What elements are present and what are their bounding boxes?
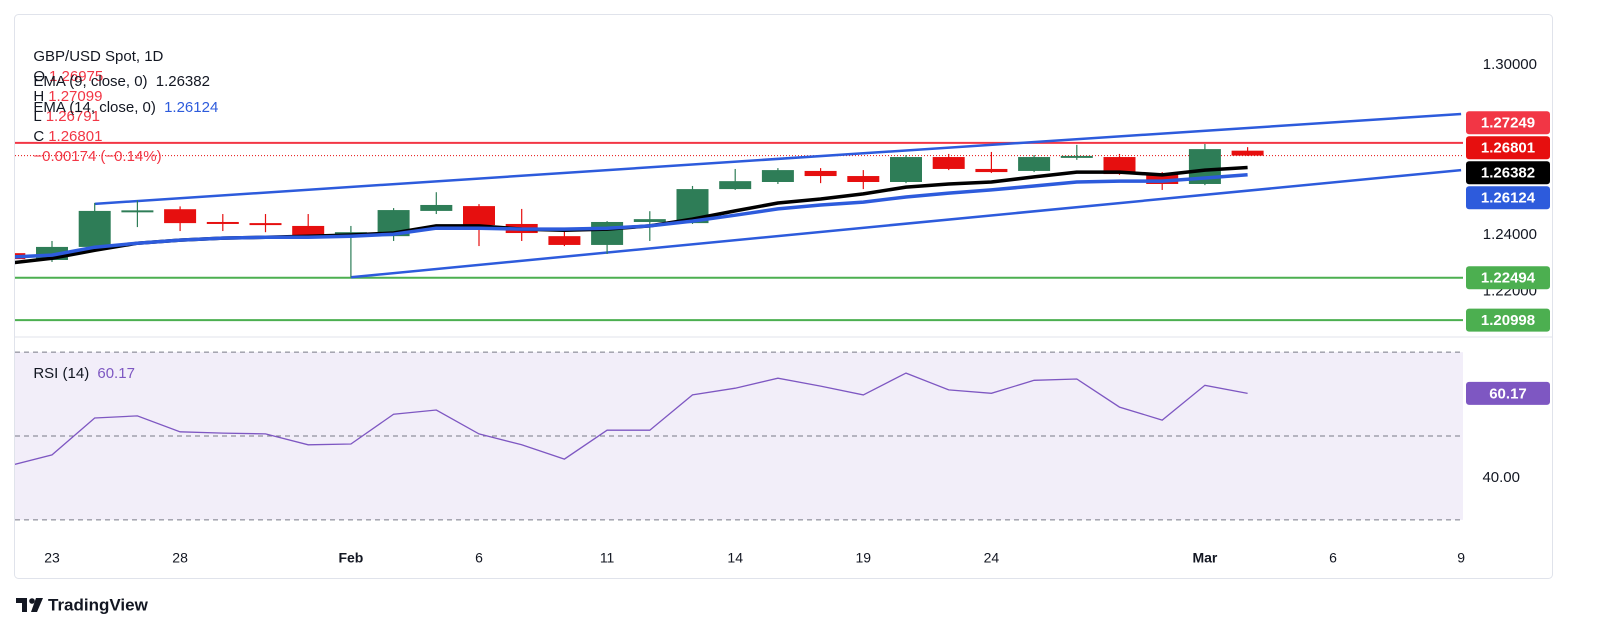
legend-label: EMA (14, close, 0) [33, 99, 156, 116]
rsi-line [15, 372, 1248, 466]
x-tick-label: 11 [600, 550, 615, 566]
candle-body [1060, 155, 1093, 158]
ohlc-label: O [33, 68, 46, 85]
legend-value: 1.26124 [164, 99, 219, 116]
logo-mark [16, 598, 27, 612]
rsi-pane [15, 351, 1463, 521]
x-tick-label: 24 [984, 550, 1000, 566]
ohlc-value: 1.26975 [49, 68, 104, 85]
candle-body [420, 204, 453, 211]
candle-body [164, 209, 197, 224]
change-percent: (−0.14%) [100, 148, 162, 165]
price-badge [1466, 136, 1550, 160]
x-tick-label: 23 [44, 550, 60, 566]
price-pane [15, 112, 1463, 322]
symbol-legend: GBP/USD Spot, 1D O 1.26975 H 1.27099 L 1.26… [25, 27, 167, 167]
price-badge-label: 1.26124 [1481, 190, 1536, 207]
y-tick-label: 1.30000 [1483, 56, 1537, 73]
price-badge-label: 1.27249 [1481, 115, 1535, 132]
price-badge-label: 60.17 [1489, 385, 1527, 402]
ohlc-value: 1.26801 [48, 128, 103, 145]
x-tick-label: 6 [475, 550, 483, 566]
ohlc-value: 1.27099 [48, 88, 103, 105]
ohlc-label: H [33, 88, 45, 105]
x-tick-label: 14 [727, 550, 743, 566]
candle-body [548, 236, 581, 245]
y-tick-label: 1.24000 [1483, 226, 1537, 243]
x-tick-label: 28 [172, 550, 188, 566]
symbol-title: GBP/USD Spot, 1D [33, 48, 164, 65]
candle-body [975, 168, 1008, 173]
brand-name: TradingView [48, 595, 149, 614]
candle-body [932, 157, 965, 169]
candle-body [761, 170, 794, 182]
candle-body [463, 206, 495, 226]
legend-label: EMA (9, close, 0) [33, 73, 148, 90]
change: −0.00174 [33, 148, 97, 165]
legend-value: 1.26382 [155, 73, 210, 90]
legend-value: 60.17 [97, 365, 135, 382]
ohlc-label: C [33, 128, 45, 145]
candle-body [206, 221, 239, 224]
candle-body [719, 181, 752, 190]
candle-body [78, 210, 111, 247]
legend-label: RSI (14) [33, 365, 90, 382]
price-badge [1466, 266, 1550, 290]
ema9-legend: EMA (9, close, 0) 1.26382 [25, 52, 214, 92]
price-badge [1466, 381, 1550, 405]
candle-body [591, 221, 624, 245]
candle-body [633, 219, 666, 222]
price-badge-label: 1.22494 [1481, 270, 1536, 287]
x-tick-label: Mar [1192, 550, 1217, 566]
x-tick-label: 19 [856, 550, 872, 566]
price-badge [1466, 308, 1550, 332]
brand-logo: TradingView [16, 595, 149, 614]
candle-body [1146, 174, 1179, 184]
y-tick-label: 40.00 [1482, 469, 1520, 486]
candle-body [249, 223, 282, 226]
ohlc-value: 1.26791 [45, 108, 100, 125]
logo-mark [29, 598, 35, 604]
x-tick-label: Feb [338, 550, 363, 566]
price-badge [1466, 111, 1550, 135]
candle-body [804, 170, 837, 177]
candle-body [1018, 157, 1051, 171]
rsi-legend: RSI (14) 60.17 [25, 344, 139, 384]
trendline [350, 168, 1462, 279]
candle-body [847, 176, 880, 182]
candle-body [121, 210, 154, 213]
candle-body [334, 232, 367, 235]
axes: 2328Feb611141924Mar691.300001.280001.240… [44, 56, 1550, 566]
ohlc-label: L [33, 108, 42, 125]
price-badge-label: 1.26382 [1481, 165, 1535, 182]
price-badge-label: 1.20998 [1481, 312, 1535, 329]
candle-body [1103, 157, 1136, 175]
candle-body [292, 225, 325, 237]
price-badge [1466, 186, 1550, 210]
trendline [94, 112, 1462, 206]
price-badge [1466, 161, 1550, 185]
ema14-legend: EMA (14, close, 0) 1.26124 [25, 78, 222, 118]
candle-body [1231, 150, 1264, 156]
x-tick-label: 9 [1457, 550, 1465, 566]
ema-line [15, 173, 1248, 259]
x-tick-label: 6 [1329, 550, 1337, 566]
logo-mark [31, 598, 43, 612]
candle-body [890, 157, 922, 182]
price-badge-label: 1.26801 [1481, 140, 1535, 157]
